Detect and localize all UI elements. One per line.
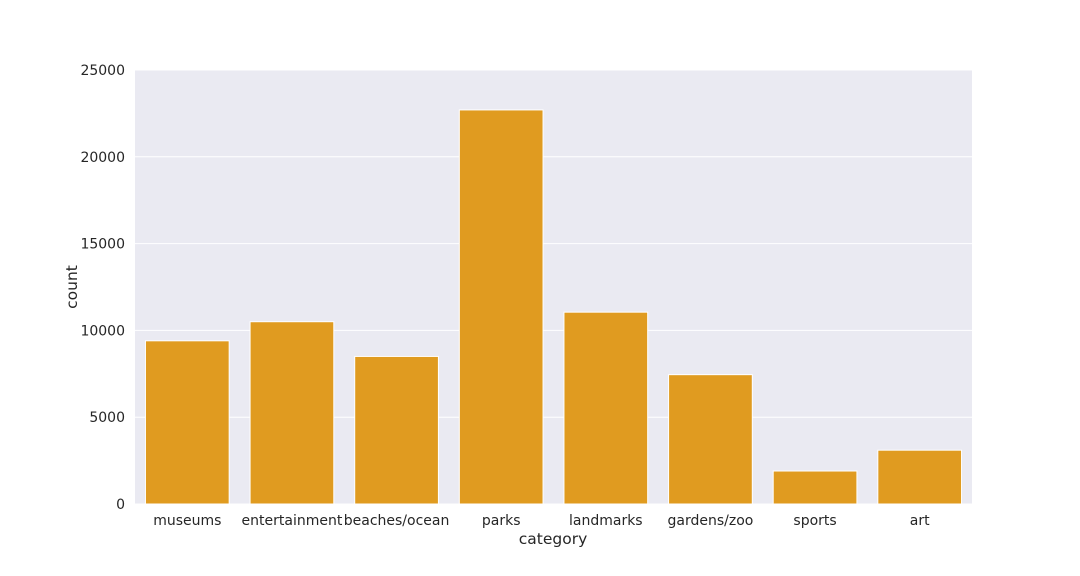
x-tick-label: sports: [793, 513, 836, 529]
x-axis-label: category: [519, 530, 588, 548]
bar-sports: [772, 470, 858, 505]
bar-gardens-zoo: [668, 374, 753, 505]
x-tick-label: entertainment: [242, 513, 343, 529]
bar-museums: [144, 340, 230, 505]
x-tick-label: beaches/ocean: [344, 513, 450, 529]
bar-parks: [458, 109, 544, 505]
y-tick-label: 10000: [80, 323, 125, 339]
y-tick-labels: 0 5000 10000 15000 20000 25000: [80, 63, 125, 513]
x-tick-labels: museums entertainment beaches/ocean parks la…: [153, 513, 930, 529]
x-tick-label: gardens/zoo: [668, 513, 754, 529]
bar-art: [877, 449, 963, 505]
bar-beaches-ocean: [354, 355, 439, 505]
y-axis-label: count: [63, 265, 81, 309]
y-tick-label: 5000: [89, 410, 125, 426]
x-tick-label: art: [910, 513, 930, 529]
x-tick-label: parks: [482, 513, 521, 529]
y-tick-label: 0: [116, 497, 125, 513]
bar-entertainment: [249, 321, 335, 505]
bar-landmarks: [563, 311, 649, 505]
bars: [144, 109, 963, 505]
x-tick-label: landmarks: [569, 513, 643, 529]
y-tick-label: 20000: [80, 150, 125, 166]
y-tick-label: 15000: [80, 237, 125, 253]
x-tick-label: museums: [153, 513, 221, 529]
y-tick-label: 25000: [80, 63, 125, 79]
